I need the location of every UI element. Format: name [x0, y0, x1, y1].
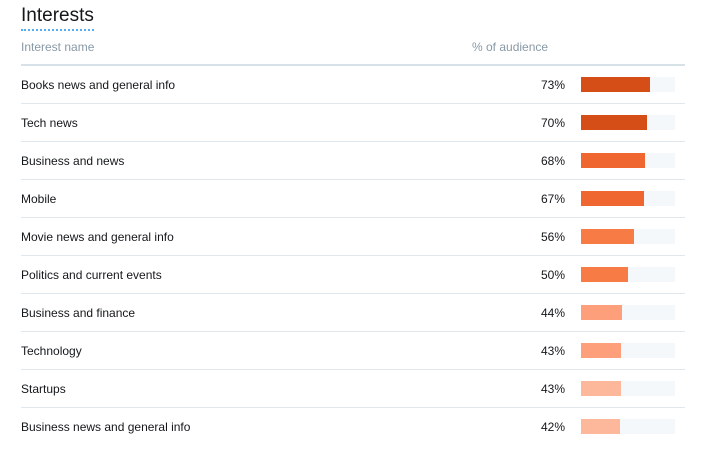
audience-bar-fill — [581, 115, 647, 130]
table-row: Politics and current events 50% — [21, 256, 685, 294]
audience-percent: 43% — [540, 382, 565, 396]
audience-bar-track — [581, 115, 675, 130]
audience-bar-fill — [581, 305, 623, 320]
table-row: Mobile 67% — [21, 180, 685, 218]
audience-percent: 68% — [540, 154, 565, 168]
audience-bar-fill — [581, 419, 621, 434]
audience-bar-fill — [581, 191, 644, 206]
interest-name: Politics and current events — [21, 268, 162, 282]
interest-name: Business news and general info — [21, 420, 191, 434]
section-title[interactable]: Interests — [21, 4, 94, 31]
table-row: Books news and general info 73% — [21, 66, 685, 104]
audience-bar-track — [581, 153, 675, 168]
audience-percent: 67% — [540, 192, 565, 206]
table-row: Business and news 68% — [21, 142, 685, 180]
audience-percent: 42% — [540, 420, 565, 434]
audience-bar-fill — [581, 229, 634, 244]
audience-bar-fill — [581, 343, 622, 358]
audience-bar-fill — [581, 153, 645, 168]
audience-percent: 50% — [540, 268, 565, 282]
interest-name: Business and news — [21, 154, 125, 168]
audience-bar-track — [581, 191, 675, 206]
interest-name: Mobile — [21, 192, 57, 206]
column-header-interest-name: Interest name — [21, 40, 95, 54]
column-header-percent-audience: % of audience — [472, 40, 549, 54]
table-row: Technology 43% — [21, 332, 685, 370]
interest-name: Tech news — [21, 116, 78, 130]
audience-percent: 43% — [540, 344, 565, 358]
interest-name: Startups — [21, 382, 66, 396]
audience-bar-track — [581, 305, 675, 320]
table-row: Tech news 70% — [21, 104, 685, 142]
table-row: Business news and general info 42% — [21, 408, 685, 445]
audience-percent: 73% — [540, 78, 565, 92]
audience-percent: 70% — [540, 116, 565, 130]
table-row: Business and finance 44% — [21, 294, 685, 332]
audience-bar-track — [581, 381, 675, 396]
audience-bar-fill — [581, 267, 628, 282]
audience-bar-track — [581, 419, 675, 434]
audience-bar-track — [581, 267, 675, 282]
audience-bar-track — [581, 343, 675, 358]
table-row: Movie news and general info 56% — [21, 218, 685, 256]
audience-percent: 44% — [540, 306, 565, 320]
interest-name: Books news and general info — [21, 78, 176, 92]
audience-bar-fill — [581, 77, 650, 92]
audience-bar-track — [581, 77, 675, 92]
interest-name: Technology — [21, 344, 82, 358]
audience-bar-fill — [581, 381, 622, 396]
audience-bar-track — [581, 229, 675, 244]
table-row: Startups 43% — [21, 370, 685, 408]
table-header: Interest name % of audience — [21, 38, 685, 66]
interest-name: Business and finance — [21, 306, 136, 320]
audience-percent: 56% — [540, 230, 565, 244]
interest-name: Movie news and general info — [21, 230, 174, 244]
interest-list: Books news and general info 73% Tech news 7… — [21, 66, 685, 445]
